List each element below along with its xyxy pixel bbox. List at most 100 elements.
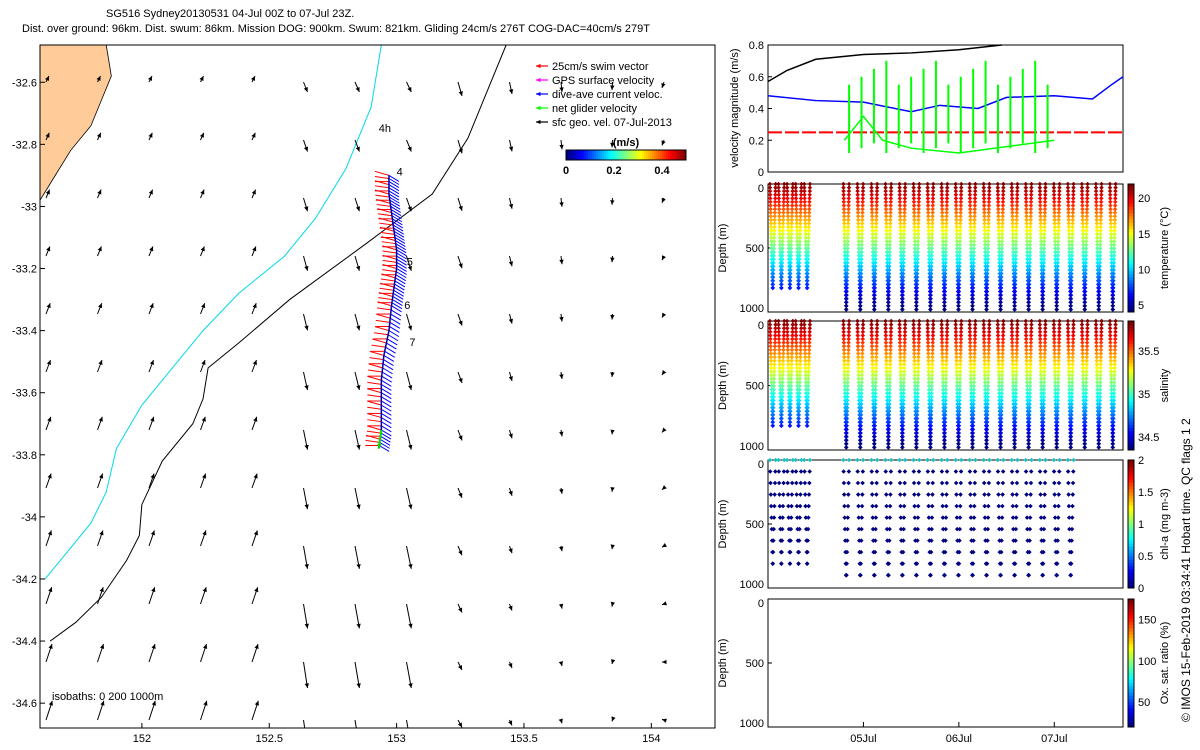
salinity-sample-point [1111,380,1117,385]
salinity-sample-point [916,329,922,335]
chla-sample-point [986,492,991,497]
chla-sample-point [930,469,936,474]
chla-sample-point [972,492,977,497]
temperature-sample-point [1043,192,1048,198]
salinity-sample-point [900,445,905,450]
salinity-colorbar-cell [1128,321,1134,325]
salinity-sample-point [1041,412,1046,418]
chla-sample-point [872,572,877,578]
map-colorbar-cell [602,150,605,160]
temperature-colorbar-cell [1128,193,1134,198]
salinity-sample-point [1014,336,1020,342]
salinity-sample-point [805,390,811,396]
salinity-sample-point [771,405,776,410]
salinity-sample-point [915,372,921,378]
dive-avg-current-vector [381,396,392,404]
salinity-sample-point [968,354,973,360]
salinity-sample-point [897,318,902,324]
salinity-sample-point [874,347,879,353]
salinity-sample-point [995,329,1001,335]
salinity-sample-point [1040,445,1045,450]
oxygen-y-axis-label: Depth (m) [717,639,729,688]
salinity-sample-point [888,351,893,356]
salinity-sample-point [777,354,782,360]
temperature-sample-point [971,264,976,269]
salinity-sample-point [943,376,949,382]
salinity-sample-point [802,325,807,331]
chla-sample-point [1066,480,1071,486]
temperature-sample-point [912,257,918,262]
map-colorbar-cell [662,150,665,160]
salinity-sample-point [901,387,906,392]
salinity-sample-point [779,412,784,418]
salinity-sample-point [1068,423,1074,429]
salinity-sample-point [872,405,878,410]
salinity-sample-point [926,383,932,389]
salinity-sample-point [944,347,949,353]
temperature-sample-point [1066,206,1071,212]
chla-sample-point [999,526,1005,532]
salinity-sample-point [1111,387,1117,392]
temperature-sample-point [805,260,811,266]
salinity-sample-point [869,318,874,324]
salinity-sample-point [1080,354,1085,360]
plot-title-line1: SG516 Sydney20130531 04-Jul 00Z to 07-Ju… [106,8,355,20]
salinity-sample-point [773,329,778,335]
velocity-arrow [45,587,53,605]
chla-sample-point [901,503,907,509]
temperature-sample-point [1013,271,1018,276]
velocity-arrow [303,139,309,152]
salinity-sample-point [1083,387,1089,392]
salinity-sample-point [1026,441,1031,447]
chla-sample-point [953,480,959,486]
salinity-sample-point [1000,365,1005,371]
temperature-sample-point [970,300,975,305]
chla-sample-point [802,469,807,474]
velocity-arrow [251,587,259,605]
salinity-sample-point [925,340,931,345]
salinity-sample-point [902,325,908,331]
salinity-sample-point [940,390,946,396]
salinity-sample-point [1097,419,1102,425]
salinity-sample-point [996,347,1001,353]
salinity-sample-point [900,434,905,439]
salinity-sample-point [915,387,920,392]
salinity-sample-point [776,322,781,327]
salinity-sample-point [870,369,875,374]
oxygen-colorbar-cell [1128,679,1134,683]
salinity-sample-point [1109,390,1114,396]
salinity-sample-point [1028,354,1033,360]
velocity-arrow [354,371,361,391]
salinity-sample-point [789,362,794,367]
salinity-sample-point [999,412,1004,418]
salinity-sample-point [772,347,778,353]
salinity-sample-point [928,412,934,418]
temperature-sample-point [844,303,849,309]
chla-colorbar-cell [1128,568,1134,573]
temperature-sample-point [1054,303,1060,309]
temperature-sample-point [1056,235,1061,241]
dive-avg-current-vector [381,417,392,424]
salinity-sample-point [900,409,906,414]
chla-sample-point [884,503,889,509]
temperature-sample-point [900,274,906,280]
salinity-sample-point [872,434,877,439]
salinity-sample-point [954,354,959,360]
salinity-sample-point [916,347,921,353]
temperature-sample-point [1094,224,1100,230]
salinity-sample-point [768,340,773,345]
temperature-sample-point [1113,196,1118,201]
salinity-sample-point [1051,336,1057,342]
salinity-sample-point [789,344,795,349]
chla-sample-point [912,492,917,497]
salinity-sample-point [785,340,790,345]
chla-sample-point [928,549,934,555]
chla-sample-point [855,480,861,486]
salinity-sample-point [995,325,1001,331]
salinity-sample-point [804,419,810,425]
salinity-sample-point [985,380,991,385]
chla-colorbar-cell [1128,460,1134,464]
velocity-series-line [843,115,1055,154]
salinity-sample-point [956,416,962,421]
chla-sample-point [772,492,777,497]
